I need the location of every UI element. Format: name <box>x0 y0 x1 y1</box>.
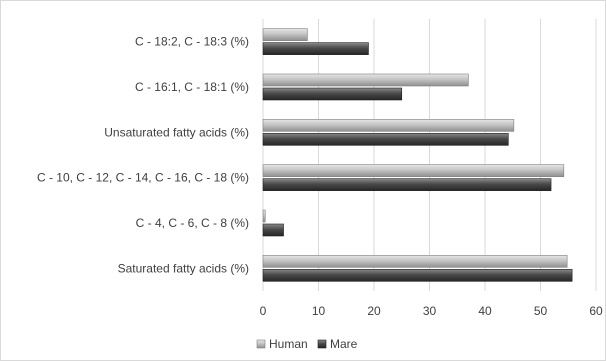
x-tick-label-5: 50 <box>534 304 548 318</box>
bar-human-3 <box>262 119 515 132</box>
bar-human-1 <box>262 209 266 223</box>
legend: Human Mare <box>256 337 358 351</box>
bar-mare-4 <box>262 87 403 101</box>
bar-human-0 <box>262 255 568 268</box>
x-tick-label-1: 10 <box>312 304 326 318</box>
gridlines <box>262 19 597 291</box>
x-tick-label-4: 40 <box>478 304 492 318</box>
x-tick-labels: 0 10 20 30 40 50 60 <box>260 304 603 318</box>
bar-human-5 <box>262 28 308 41</box>
legend-label-human: Human <box>269 337 308 351</box>
category-label-4: C - 16:1, C - 18:1 (%) <box>135 80 249 94</box>
x-tick-label-0: 0 <box>260 304 267 318</box>
bars <box>262 28 573 282</box>
bar-human-2 <box>262 164 565 177</box>
legend-swatch-mare <box>317 339 327 349</box>
category-label-0: Saturated fatty acids (%) <box>118 261 249 275</box>
x-tick-label-2: 20 <box>367 304 381 318</box>
bar-mare-5 <box>262 42 369 55</box>
category-label-2: C - 10, C - 12, C - 14, C - 16, C - 18 (… <box>37 171 249 185</box>
legend-label-mare: Mare <box>330 337 358 351</box>
category-labels: Saturated fatty acids (%) C - 4, C - 6, C… <box>37 35 249 276</box>
x-tick-label-6: 60 <box>589 304 603 318</box>
legend-swatch-human <box>256 339 266 349</box>
x-tick-label-3: 30 <box>423 304 437 318</box>
category-label-5: C - 18:2, C - 18:3 (%) <box>135 35 249 49</box>
category-label-1: C - 4, C - 6, C - 8 (%) <box>136 216 249 230</box>
category-label-3: Unsaturated fatty acids (%) <box>104 125 249 139</box>
bar-mare-0 <box>262 269 573 282</box>
bar-mare-3 <box>262 133 509 146</box>
bar-human-4 <box>262 73 469 87</box>
bar-mare-1 <box>262 223 284 237</box>
bar-mare-2 <box>262 178 552 191</box>
